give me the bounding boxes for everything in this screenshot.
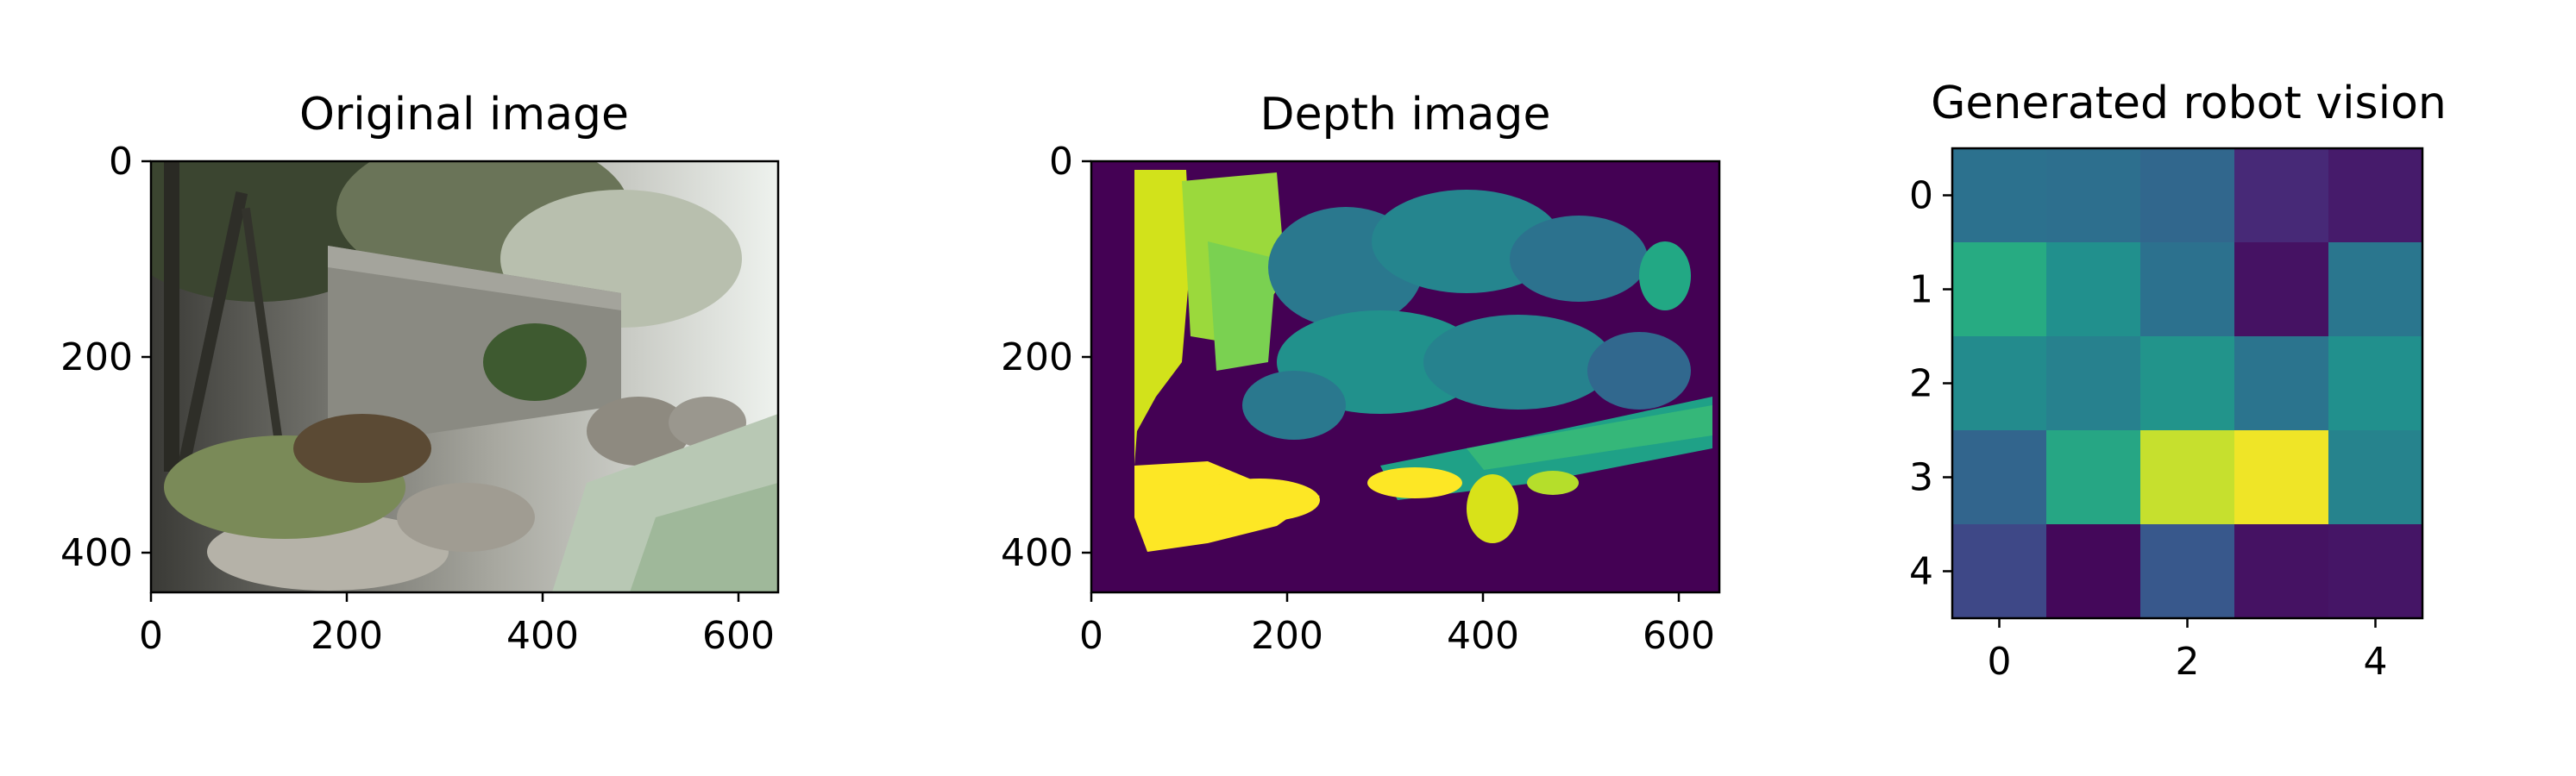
heatmap-cell [2328, 430, 2423, 525]
heatmap-cell [2234, 524, 2329, 619]
y-axis: 0 200 400 [60, 140, 151, 575]
heatmap-cell [2140, 524, 2235, 619]
x-tick-label: 0 [139, 614, 163, 658]
heatmap-cell [1952, 148, 2047, 243]
x-tick-label: 4 [2364, 640, 2388, 684]
y-tick-label: 0 [109, 140, 133, 184]
y-axis: 0 200 400 [1001, 140, 1091, 575]
heatmap-cell [2046, 430, 2141, 525]
heatmap-cell [2234, 430, 2329, 525]
y-tick-label: 4 [1909, 550, 1933, 594]
heatmap-cell [2140, 242, 2235, 337]
plot-frame [149, 160, 780, 594]
x-tick-label: 0 [1988, 640, 2012, 684]
panel-depth-image: Depth image [1001, 89, 1721, 658]
heatmap-cell [2328, 336, 2423, 431]
x-tick-label: 200 [1251, 614, 1323, 658]
plot-frame [1090, 160, 1721, 594]
heatmap-cell [2328, 524, 2423, 619]
y-tick-label: 1 [1909, 268, 1933, 312]
x-tick-label: 0 [1079, 614, 1103, 658]
x-axis: 0 200 400 600 [1079, 592, 1715, 658]
heatmap-axes: 0 1 2 3 4 0 2 4 [1909, 174, 2388, 685]
x-tick-label: 400 [506, 614, 579, 658]
heatmap-cell [2234, 148, 2329, 243]
y-tick-label: 0 [1049, 140, 1073, 184]
chart-title: Original image [299, 89, 629, 141]
heatmap-cell [2140, 336, 2235, 431]
heatmap-cell [2046, 242, 2141, 337]
x-tick-label: 2 [2176, 640, 2200, 684]
y-tick-label: 0 [1909, 174, 1933, 218]
heatmap-cells [1952, 148, 2423, 619]
heatmap-cell [2046, 336, 2141, 431]
y-tick-label: 400 [60, 531, 133, 575]
heatmap-cell [1952, 336, 2047, 431]
y-tick-label: 200 [1001, 335, 1073, 379]
heatmap-cell [2328, 148, 2423, 243]
heatmap-cell [2234, 242, 2329, 337]
heatmap-cell [1952, 524, 2047, 619]
panel-original-image: Original image [60, 89, 780, 658]
heatmap-cell [1952, 430, 2047, 525]
x-tick-label: 600 [702, 614, 775, 658]
x-tick-label: 600 [1643, 614, 1715, 658]
heatmap-cell [2140, 148, 2235, 243]
heatmap-cell [2140, 430, 2235, 525]
heatmap-cell [2234, 336, 2329, 431]
y-tick-label: 200 [60, 335, 133, 379]
x-tick-label: 400 [1447, 614, 1519, 658]
heatmap-cell [1952, 242, 2047, 337]
depth-map [1091, 161, 1719, 592]
chart-title: Generated robot vision [1931, 78, 2447, 129]
y-tick-label: 2 [1909, 362, 1933, 406]
x-axis: 0 200 400 600 [139, 592, 775, 658]
y-tick-label: 400 [1001, 531, 1073, 575]
heatmap-cell [2046, 148, 2141, 243]
photo [151, 161, 778, 592]
chart-title: Depth image [1260, 89, 1551, 141]
x-tick-label: 200 [311, 614, 383, 658]
heatmap-cell [2328, 242, 2423, 337]
panel-robot-vision: Generated robot vision 0 1 2 3 4 0 2 4 [1909, 78, 2447, 684]
heatmap-cell [2046, 524, 2141, 619]
y-tick-label: 3 [1909, 456, 1933, 500]
